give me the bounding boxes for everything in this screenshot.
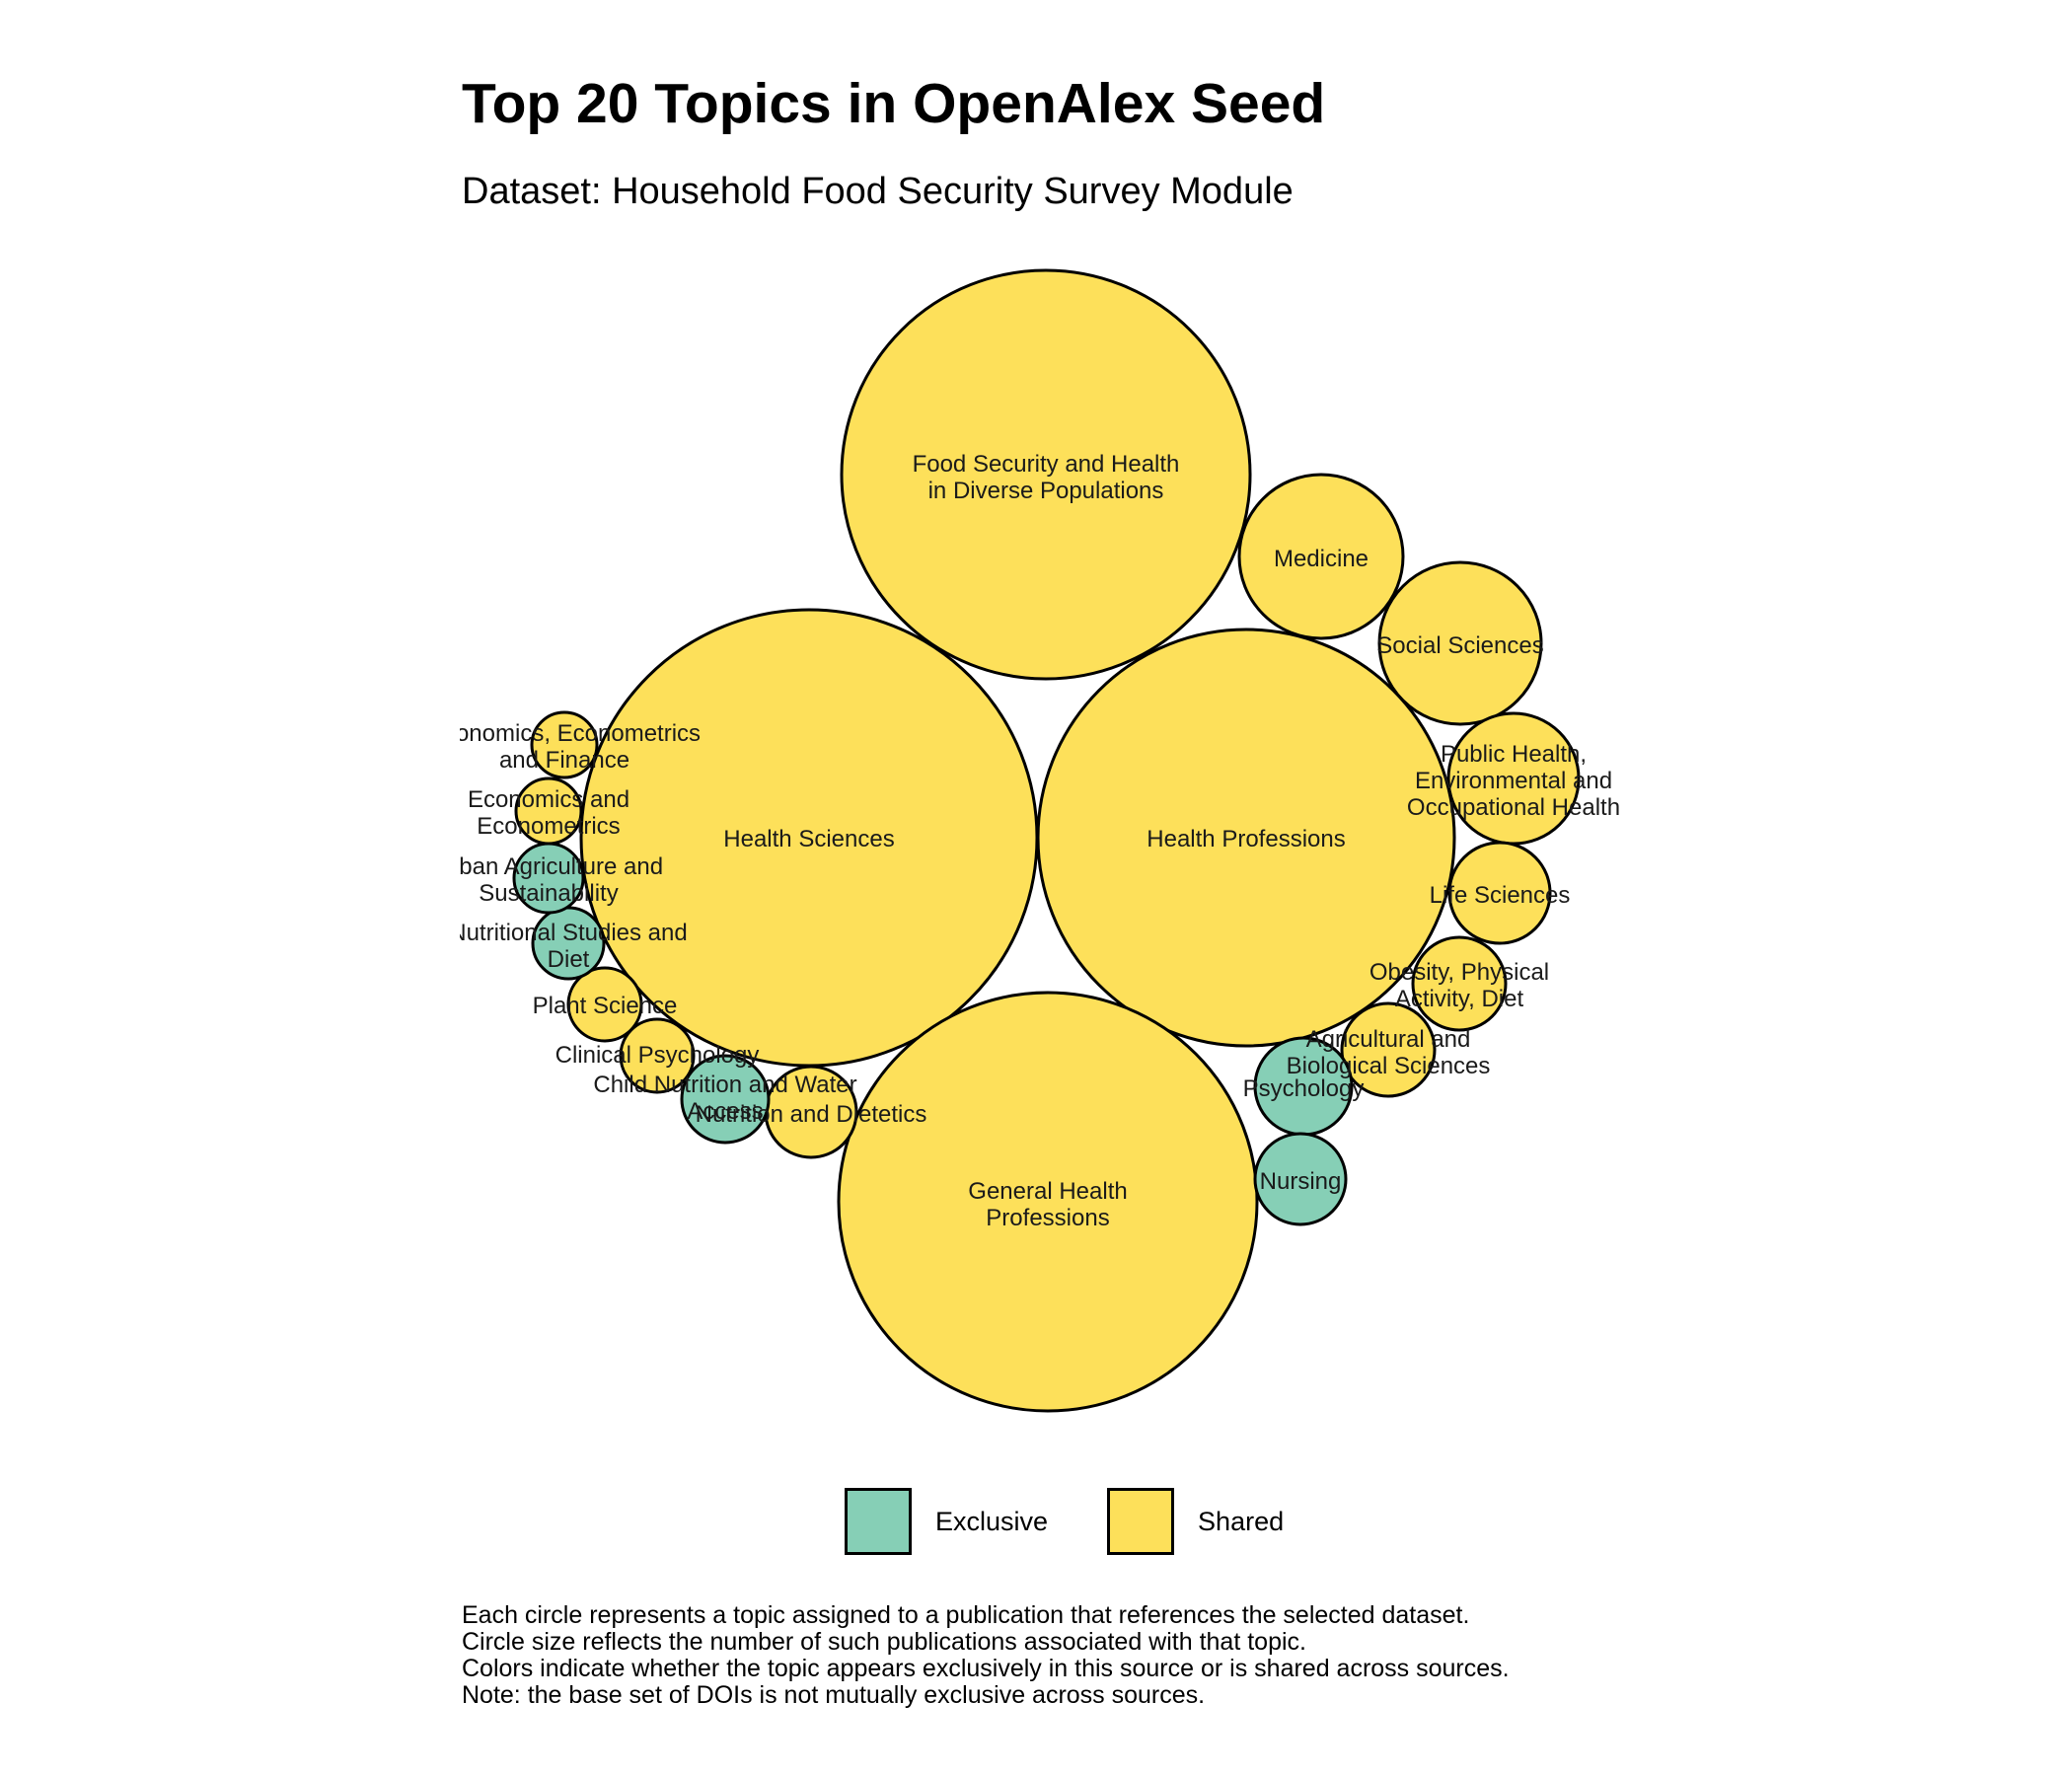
bubble-social-sciences bbox=[1377, 560, 1543, 726]
bubble-label-medicine: Medicine bbox=[1274, 546, 1369, 572]
labels-layer: Food Security and Health in Diverse Popul… bbox=[428, 451, 1620, 1231]
bubble-general-health-professions bbox=[837, 991, 1259, 1413]
bubble-label-food-security-and-health-in-diverse-populations: Food Security and Health in Diverse Popul… bbox=[913, 451, 1180, 504]
bubble-economics-econometrics-and-finance bbox=[530, 710, 599, 779]
bubble-label-nutrition-and-dietetics: Nutrition and Dietetics bbox=[696, 1101, 927, 1128]
bubble-label-urban-agriculture-and-sustainability: Urban Agriculture and Sustainability bbox=[434, 853, 663, 907]
bubble-label-public-health-environmental-and-occupational-health: Public Health, Environmental and Occupatio… bbox=[1407, 741, 1620, 821]
bubble-plant-science bbox=[566, 966, 643, 1043]
bubble-label-health-sciences: Health Sciences bbox=[723, 826, 894, 852]
bubble-obesity-physical-activity-diet bbox=[1411, 935, 1508, 1032]
bubble-label-health-professions: Health Professions bbox=[1147, 826, 1345, 852]
bubble-economics-and-econometrics bbox=[514, 777, 583, 846]
bubble-agricultural-and-biological-sciences bbox=[1340, 1001, 1437, 1098]
bubble-label-nursing: Nursing bbox=[1260, 1168, 1342, 1195]
bubble-label-plant-science: Plant Science bbox=[533, 993, 678, 1019]
bubble-label-general-health-professions: General Health Professions bbox=[968, 1178, 1127, 1231]
bubble-food-security-and-health-in-diverse-populations bbox=[840, 268, 1252, 681]
legend: Exclusive Shared bbox=[845, 1488, 1308, 1555]
bubble-label-life-sciences: Life Sciences bbox=[1430, 882, 1571, 909]
legend-item-shared: Shared bbox=[1107, 1488, 1284, 1555]
caption: Each circle represents a topic assigned … bbox=[462, 1602, 1510, 1709]
bubble-label-clinical-psychology: Clinical Psychology bbox=[555, 1042, 760, 1069]
caption-line: Note: the base set of DOIs is not mutual… bbox=[462, 1681, 1206, 1709]
bubble-label-social-sciences: Social Sciences bbox=[1376, 632, 1543, 659]
bubbles-layer bbox=[512, 268, 1581, 1413]
bubble-nursing bbox=[1253, 1132, 1348, 1226]
chart-subtitle: Dataset: Household Food Security Survey … bbox=[462, 171, 1294, 212]
bubble-life-sciences bbox=[1447, 841, 1552, 945]
bubble-label-child-nutrition-and-water-access: Child Nutrition and Water Access bbox=[593, 1072, 856, 1125]
bubble-label-psychology: Psychology bbox=[1243, 1075, 1365, 1102]
caption-line: Each circle represents a topic assigned … bbox=[462, 1601, 1470, 1629]
bubble-clinical-psychology bbox=[619, 1017, 696, 1094]
legend-item-exclusive: Exclusive bbox=[845, 1488, 1048, 1555]
bubble-label-economics-econometrics-and-finance: Economics, Econometrics and Finance bbox=[428, 720, 701, 774]
bubble-label-obesity-physical-activity-diet: Obesity, Physical Activity, Diet bbox=[1369, 959, 1549, 1012]
legend-swatch-exclusive bbox=[845, 1488, 912, 1555]
bubble-medicine bbox=[1237, 473, 1405, 640]
chart-title: Top 20 Topics in OpenAlex Seed bbox=[462, 72, 1326, 135]
caption-line: Circle size reflects the number of such … bbox=[462, 1628, 1306, 1656]
legend-label-shared: Shared bbox=[1198, 1506, 1285, 1536]
caption-line: Colors indicate whether the topic appear… bbox=[462, 1655, 1510, 1682]
legend-swatch-shared bbox=[1107, 1488, 1175, 1555]
bubble-label-nutritional-studies-and-diet: Nutritional Studies and Diet bbox=[449, 920, 687, 973]
bubble-label-agricultural-and-biological-sciences: Agricultural and Biological Sciences bbox=[1287, 1026, 1491, 1079]
legend-label-exclusive: Exclusive bbox=[935, 1506, 1049, 1536]
bubble-health-professions bbox=[1036, 628, 1456, 1048]
bubble-child-nutrition-and-water-access bbox=[680, 1054, 771, 1145]
bubble-label-economics-and-econometrics: Economics and Econometrics bbox=[468, 786, 629, 840]
